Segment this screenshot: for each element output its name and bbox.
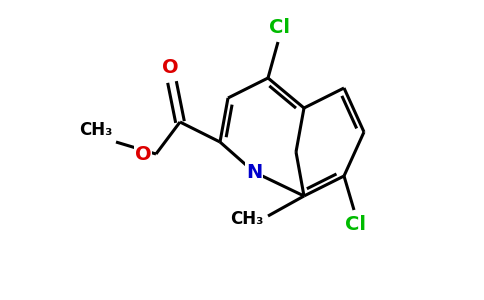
Text: Cl: Cl <box>270 18 290 37</box>
Text: CH₃: CH₃ <box>230 210 263 228</box>
Text: N: N <box>246 163 262 182</box>
Text: O: O <box>162 58 178 77</box>
Text: O: O <box>135 145 151 164</box>
Text: Cl: Cl <box>346 215 366 234</box>
Text: CH₃: CH₃ <box>79 121 113 139</box>
